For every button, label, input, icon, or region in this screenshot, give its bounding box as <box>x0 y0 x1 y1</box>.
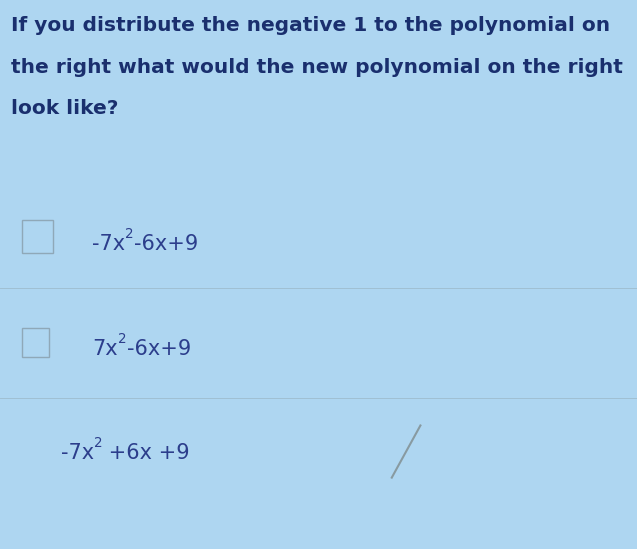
Text: -7x: -7x <box>92 234 125 254</box>
Text: 2: 2 <box>125 227 134 242</box>
Text: -7x: -7x <box>61 443 94 463</box>
Text: look like?: look like? <box>11 99 119 118</box>
Text: 2: 2 <box>94 436 103 450</box>
Text: 7x: 7x <box>92 339 118 358</box>
Text: If you distribute the negative 1 to the polynomial on: If you distribute the negative 1 to the … <box>11 16 611 36</box>
Text: -6x+9: -6x+9 <box>134 234 198 254</box>
Text: the right what would the new polynomial on the right: the right what would the new polynomial … <box>11 58 624 77</box>
Text: 2: 2 <box>118 332 127 346</box>
Text: +6x +9: +6x +9 <box>103 443 190 463</box>
Text: -6x+9: -6x+9 <box>127 339 191 358</box>
